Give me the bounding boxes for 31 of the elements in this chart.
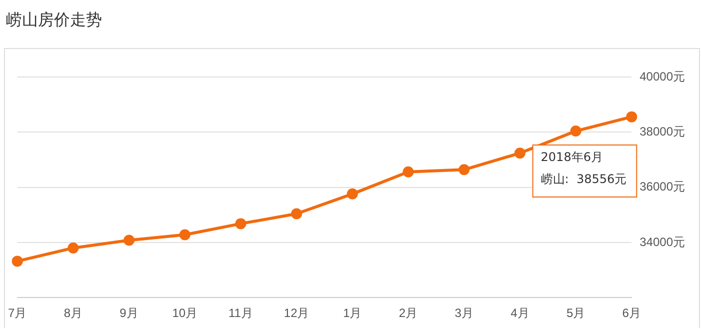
point	[124, 234, 135, 246]
y-tick-label: 34000元	[640, 234, 686, 249]
y-tick-label: 36000元	[640, 180, 686, 194]
x-tick-label: 5月	[566, 306, 586, 320]
point	[235, 218, 246, 230]
x-tick-label: 10月	[172, 306, 198, 320]
x-tick-label: 4月	[510, 306, 530, 320]
x-tick-label: 11月	[228, 306, 253, 320]
y-tick-label: 38000元	[640, 124, 686, 138]
x-tick-label: 8月	[64, 306, 83, 320]
point	[514, 148, 526, 159]
point	[626, 111, 638, 122]
y-tick-label: 40000元	[640, 69, 686, 84]
x-tick-label: 12月	[284, 306, 310, 320]
x-tick-label: 9月	[120, 306, 138, 320]
annotation: 崂山: 38556元	[540, 172, 627, 186]
point	[458, 164, 470, 176]
point	[68, 242, 79, 254]
point	[402, 166, 414, 178]
x-tick-label: 7月	[8, 306, 27, 320]
point	[570, 126, 582, 137]
point	[291, 208, 302, 220]
point	[346, 188, 358, 200]
x-tick-label: 6月	[622, 306, 641, 320]
x-tick-label: 3月	[454, 306, 474, 320]
chart-title: 崂山房价走势	[6, 10, 102, 31]
point	[12, 256, 23, 267]
x-tick-label: 1月	[343, 306, 362, 320]
point	[179, 229, 190, 240]
annotation: 2018年6月	[540, 150, 603, 164]
x-tick-label: 2月	[398, 306, 418, 320]
